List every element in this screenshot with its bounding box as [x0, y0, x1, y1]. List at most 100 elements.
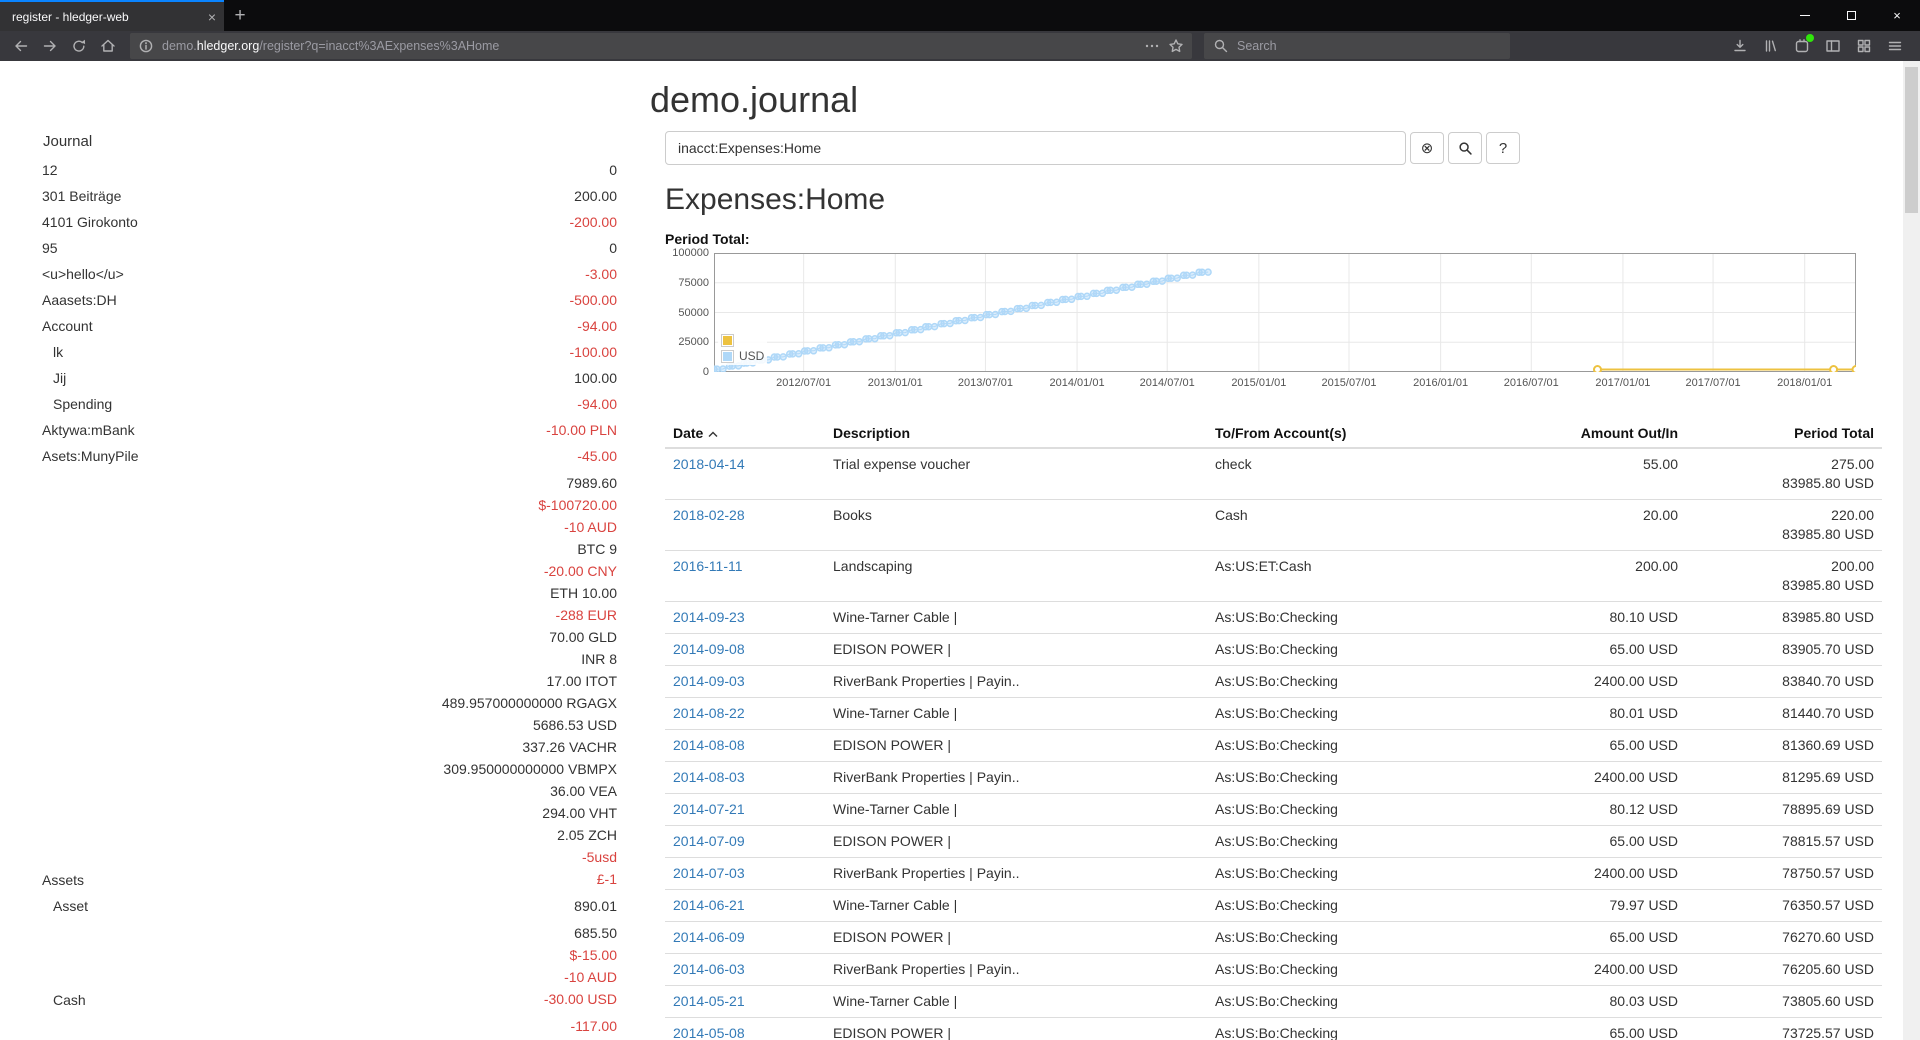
- amount-cell: 80.10 USD: [1537, 601, 1686, 634]
- page-actions-button[interactable]: [1144, 38, 1160, 54]
- account-link[interactable]: Assets: [42, 872, 85, 888]
- date-link[interactable]: 2016-11-11: [673, 558, 743, 574]
- date-link[interactable]: 2014-05-21: [673, 993, 745, 1009]
- extension-button[interactable]: [1786, 33, 1817, 59]
- search-icon: [1458, 141, 1472, 155]
- apps-button[interactable]: [1848, 33, 1879, 59]
- sidebar-toggle-button[interactable]: [1817, 33, 1848, 59]
- tab-close-icon[interactable]: ×: [207, 8, 216, 25]
- date-link[interactable]: 2014-09-23: [673, 609, 745, 625]
- date-link[interactable]: 2014-08-08: [673, 737, 745, 753]
- clear-search-button[interactable]: ⊗: [1410, 132, 1444, 164]
- description-cell: EDISON POWER |: [825, 825, 1207, 858]
- account-link[interactable]: Aktywa:mBank: [42, 422, 135, 438]
- account-link[interactable]: <u>hello</u>: [42, 266, 124, 282]
- date-link[interactable]: 2014-07-03: [673, 865, 745, 881]
- account-row: -117.00: [0, 1013, 630, 1039]
- chart-plot: USD: [710, 252, 1861, 374]
- account-link[interactable]: Jij: [53, 370, 67, 386]
- account-link[interactable]: Aaasets:DH: [42, 292, 117, 308]
- date-link[interactable]: 2014-09-08: [673, 641, 745, 657]
- help-button[interactable]: ?: [1486, 132, 1520, 164]
- y-tick-label: 100000: [672, 247, 709, 259]
- period-total-cell: 81440.70 USD: [1686, 697, 1882, 730]
- back-icon: [14, 40, 27, 52]
- account-cell: As:US:Bo:Checking: [1207, 857, 1537, 890]
- date-link[interactable]: 2014-08-22: [673, 705, 745, 721]
- date-link[interactable]: 2014-06-21: [673, 897, 745, 913]
- description-cell: Books: [825, 499, 1207, 551]
- date-link[interactable]: 2014-07-09: [673, 833, 745, 849]
- account-cell: As:US:Bo:Checking: [1207, 889, 1537, 922]
- date-link[interactable]: 2014-06-03: [673, 961, 745, 977]
- account-balance: 200.00: [574, 188, 617, 204]
- period-total-cell: 76350.57 USD: [1686, 889, 1882, 922]
- amount-cell: 79.97 USD: [1537, 889, 1686, 922]
- account-balance: 7989.60 $-100720.00 -10 AUD BTC 9 -20.00 CNY…: [441, 475, 617, 887]
- account-row: <u>hello</u> -3.00: [0, 261, 630, 287]
- forward-button[interactable]: [35, 33, 64, 59]
- account-link[interactable]: Account: [42, 318, 93, 334]
- home-button[interactable]: [93, 33, 122, 59]
- period-total-cell: 76270.60 USD: [1686, 921, 1882, 954]
- date-link[interactable]: 2018-02-28: [673, 507, 745, 523]
- account-link[interactable]: lk: [53, 344, 64, 360]
- account-cell: check: [1207, 447, 1537, 500]
- scrollbar-thumb[interactable]: [1905, 67, 1918, 213]
- url-bar[interactable]: demo.hledger.org/register?q=inacct%3AExp…: [130, 33, 1192, 59]
- period-total-cell: 83905.70 USD: [1686, 633, 1882, 666]
- account-link[interactable]: Asets:MunyPile: [42, 448, 139, 464]
- description-cell: RiverBank Properties | Payin..: [825, 665, 1207, 698]
- account-balance: -10.00 PLN: [546, 422, 617, 438]
- reload-button[interactable]: [64, 33, 93, 59]
- col-header-date[interactable]: Date: [665, 419, 825, 449]
- account-link[interactable]: Asset: [53, 898, 89, 914]
- account-heading: Expenses:Home: [665, 183, 886, 216]
- sidebar-journal-link[interactable]: Journal: [43, 133, 93, 150]
- window-maximize-button[interactable]: [1828, 0, 1874, 31]
- library-button[interactable]: [1755, 33, 1786, 59]
- date-link[interactable]: 2014-09-03: [673, 673, 745, 689]
- register-row: 2018-04-14 Trial expense voucher check 55.0…: [665, 447, 1882, 500]
- date-link[interactable]: 2014-07-21: [673, 801, 745, 817]
- description-cell: Wine-Tarner Cable |: [825, 985, 1207, 1018]
- date-link[interactable]: 2014-08-03: [673, 769, 745, 785]
- account-link[interactable]: 301 Beiträge: [42, 188, 122, 204]
- downloads-button[interactable]: [1724, 33, 1755, 59]
- chart-y-axis: 0 25000 50000 75000 100000: [665, 247, 709, 378]
- amount-cell: 65.00 USD: [1537, 729, 1686, 762]
- browser-search-field[interactable]: Search: [1204, 33, 1510, 59]
- description-cell: Wine-Tarner Cable |: [825, 793, 1207, 826]
- date-link[interactable]: 2014-05-08: [673, 1025, 745, 1040]
- browser-tab[interactable]: register - hledger-web ×: [0, 0, 224, 31]
- legend-entry: USD: [721, 348, 764, 364]
- period-total-cell: 220.00 83985.80 USD: [1686, 499, 1882, 551]
- account-link[interactable]: 4101 Girokonto: [42, 214, 138, 230]
- back-button[interactable]: [6, 33, 35, 59]
- period-total-cell: 83985.80 USD: [1686, 601, 1882, 634]
- account-link[interactable]: 12: [42, 162, 58, 178]
- period-total-cell: 73725.57 USD: [1686, 1017, 1882, 1040]
- reload-icon: [72, 39, 85, 52]
- new-tab-button[interactable]: +: [234, 4, 246, 26]
- account-link[interactable]: Cash: [53, 992, 86, 1008]
- account-link[interactable]: Spending: [53, 396, 113, 412]
- date-link[interactable]: 2014-06-09: [673, 929, 745, 945]
- legend-label: USD: [739, 348, 765, 363]
- window-close-button[interactable]: ×: [1893, 8, 1901, 23]
- search-button[interactable]: [1448, 132, 1482, 164]
- account-link[interactable]: 95: [42, 240, 58, 256]
- amount-cell: 2400.00 USD: [1537, 761, 1686, 794]
- col-header-description: Description: [825, 419, 1207, 449]
- date-link[interactable]: 2018-04-14: [673, 456, 745, 472]
- window-minimize-button[interactable]: [1782, 0, 1828, 31]
- register-row: 2014-05-21 Wine-Tarner Cable | As:US:Bo:Ch…: [665, 985, 1882, 1018]
- bookmark-button[interactable]: [1168, 38, 1184, 54]
- site-info-icon[interactable]: [138, 38, 154, 54]
- extension-badge: [1806, 34, 1814, 42]
- grid-icon: [1857, 39, 1870, 53]
- menu-button[interactable]: [1879, 33, 1910, 59]
- page-scrollbar[interactable]: [1903, 61, 1920, 1040]
- search-input[interactable]: [665, 131, 1406, 165]
- account-balance: -100.00: [569, 344, 617, 360]
